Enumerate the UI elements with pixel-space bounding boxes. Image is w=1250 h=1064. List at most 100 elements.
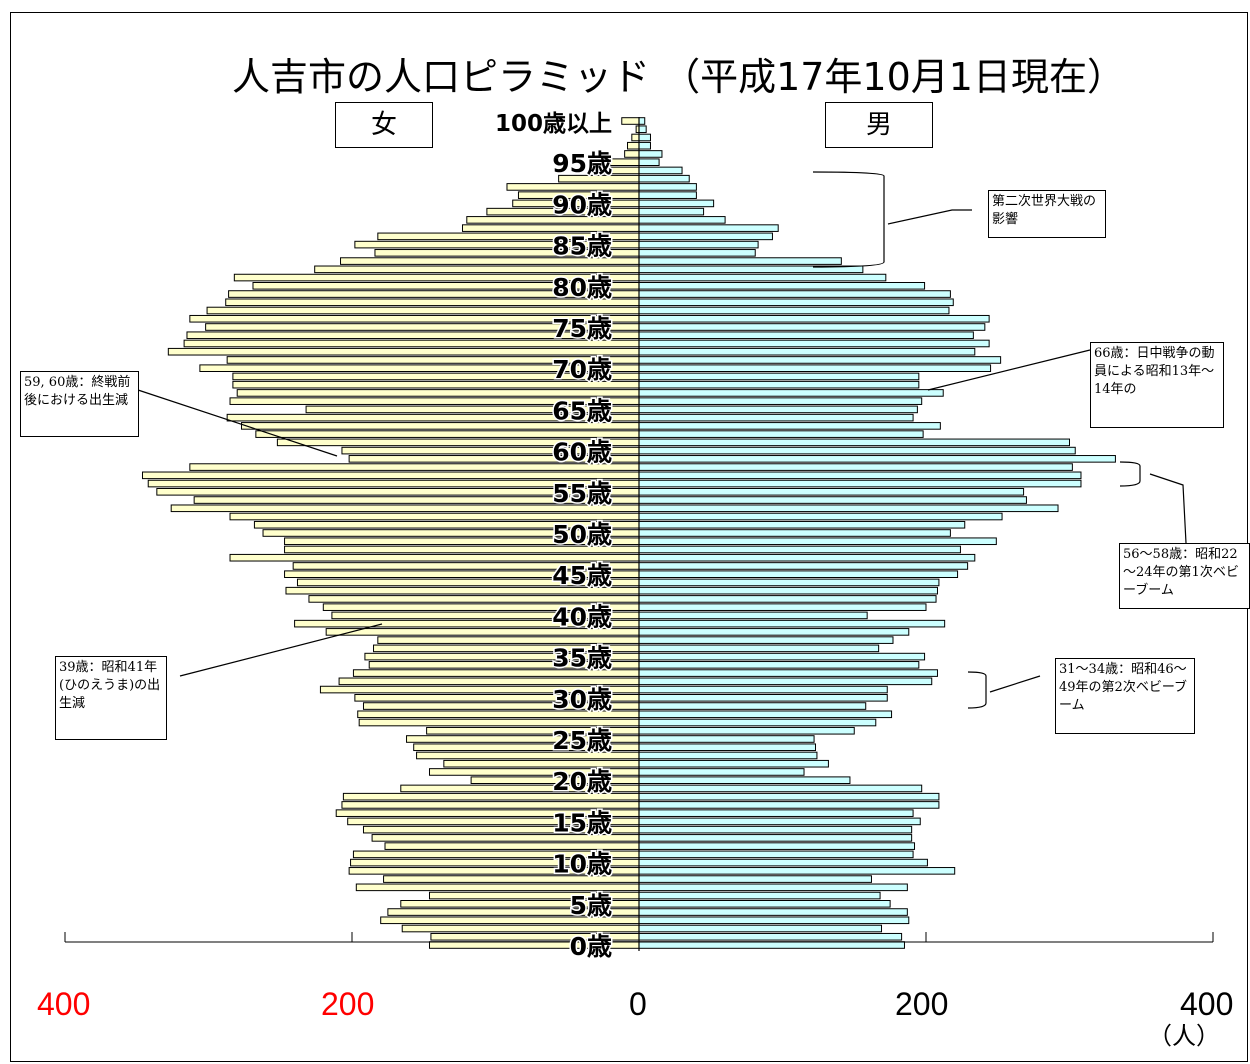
age-label-75: 75歳 (552, 314, 612, 343)
male-bar-age-94 (638, 166, 683, 175)
male-bar-age-98 (638, 133, 651, 142)
male-bar-age-28 (638, 710, 893, 719)
female-bar-age-97 (627, 141, 640, 150)
age-label-50: 50歳 (552, 520, 612, 549)
age-label-45: 45歳 (552, 561, 612, 590)
male-bar-age-77 (638, 306, 950, 315)
male-bar-age-36 (638, 644, 880, 653)
male-bar-age-20 (638, 776, 851, 785)
male-bar-age-34 (638, 661, 920, 669)
male-bar-age-39 (638, 619, 946, 628)
leader-boom1 (1149, 473, 1187, 544)
age-label-85: 85歳 (552, 232, 612, 261)
annotation-boom1: 56～58歳：昭和22～24年の第1次ベビーブーム (1119, 543, 1250, 609)
x-tick-left-200: 200 (321, 986, 375, 1022)
male-bar-age-5 (638, 900, 891, 908)
callout-lines (137, 171, 1187, 709)
age-label-35: 35歳 (552, 644, 612, 673)
age-label-65: 65歳 (552, 396, 612, 425)
male-bar-age-90 (638, 199, 715, 208)
male-bar-age-40 (638, 611, 868, 620)
female-bar-age-92 (506, 183, 640, 191)
male-bar-age-52 (638, 512, 1003, 521)
bracket-boom2 (967, 671, 987, 709)
male-bar-age-26 (638, 726, 855, 735)
male-bar-age-53 (638, 504, 1059, 513)
male-bar-age-92 (638, 183, 697, 191)
male-bar-age-51 (638, 520, 966, 529)
annotation-66: 66歳：日中戦争の動員による昭和13年～14年の (1090, 342, 1224, 428)
male-bar-age-56 (638, 479, 1082, 488)
male-bar-age-67 (638, 389, 944, 397)
male-bar-age-3 (638, 916, 910, 925)
male-bar-age-21 (638, 768, 805, 776)
male-bar-age-100 (638, 117, 646, 125)
male-bar-age-15 (638, 817, 921, 826)
female-bar-age-95 (609, 158, 640, 166)
age-label-15: 15歳 (552, 808, 612, 837)
male-bar-age-22 (638, 759, 829, 768)
unit-label: （人） (1148, 1022, 1220, 1050)
x-tick-left-400: 400 (37, 986, 91, 1022)
male-bar-age-62 (638, 430, 924, 438)
male-bar-age-60 (638, 446, 1076, 455)
age-label-5: 5歳 (570, 891, 612, 920)
leader-ww2 (887, 209, 972, 225)
male-bar-age-46 (638, 562, 969, 570)
x-tick-right-400: 400 (1180, 986, 1234, 1022)
male-bar-age-8 (638, 875, 872, 883)
male-bar-age-42 (638, 595, 937, 603)
male-bar-age-31 (638, 685, 888, 694)
male-bar-age-50 (638, 529, 951, 537)
male-bar-age-29 (638, 702, 867, 710)
male-bar-age-12 (638, 842, 916, 850)
male-bar-age-87 (638, 224, 779, 232)
male-bar-age-78 (638, 298, 954, 307)
male-bar-age-74 (638, 331, 974, 340)
female-bar-age-17 (341, 801, 640, 809)
male-bar-age-14 (638, 825, 913, 834)
male-bar-age-10 (638, 858, 928, 867)
male-bar-age-25 (638, 735, 815, 743)
male-bar-age-13 (638, 834, 913, 842)
age-label-70: 70歳 (552, 355, 612, 384)
male-bar-age-19 (638, 784, 923, 793)
male-bar-age-59 (638, 455, 1116, 463)
male-bar-age-81 (638, 273, 887, 282)
age-label-90: 90歳 (552, 190, 612, 219)
male-bar-age-80 (638, 282, 926, 290)
male-bar-age-63 (638, 422, 941, 430)
male-bar-age-61 (638, 438, 1070, 447)
x-tick-right-200: 200 (895, 986, 949, 1022)
male-bar-age-65 (638, 405, 918, 414)
age-label-95: 95歳 (552, 149, 612, 178)
male-bar-age-41 (638, 603, 927, 611)
male-bar-age-49 (638, 537, 997, 546)
male-bar-age-83 (638, 257, 842, 265)
annotation-boom2: 31～34歳：昭和46～49年の第2次ベビーブーム (1055, 658, 1195, 734)
male-bar-age-95 (638, 158, 660, 166)
male-bar-age-86 (638, 232, 773, 241)
female-bar-age-96 (624, 150, 640, 158)
male-bar-age-33 (638, 669, 938, 677)
bars (141, 117, 1116, 951)
male-bar-age-73 (638, 339, 990, 348)
male-bar-age-4 (638, 908, 908, 916)
age-label-60: 60歳 (552, 438, 612, 467)
age-label-100: 100歳以上 (495, 111, 612, 137)
male-bar-age-23 (638, 751, 818, 760)
annotation-39: 39歳：昭和41年(ひのえうま)の出生減 (55, 656, 167, 740)
leader-59-60 (137, 389, 338, 457)
female-bar-age-57 (141, 471, 640, 480)
male-bar-age-38 (638, 628, 910, 636)
age-labels: 0歳 5歳 10歳 15歳 20歳 25歳 30歳 35歳 40歳 45歳 50歳 55歳 60歳 65歳… (493, 110, 613, 963)
age-label-20: 20歳 (552, 767, 612, 796)
annotation-59-60: 59, 60歳：終戦前後における出生減 (20, 371, 139, 437)
male-bar-age-66 (638, 397, 923, 405)
male-bar-age-44 (638, 578, 940, 587)
male-bar-age-70 (638, 364, 992, 372)
leader-boom2 (989, 675, 1041, 693)
male-bar-age-24 (638, 743, 817, 752)
male-bar-age-27 (638, 718, 877, 727)
male-bar-age-91 (638, 191, 697, 199)
